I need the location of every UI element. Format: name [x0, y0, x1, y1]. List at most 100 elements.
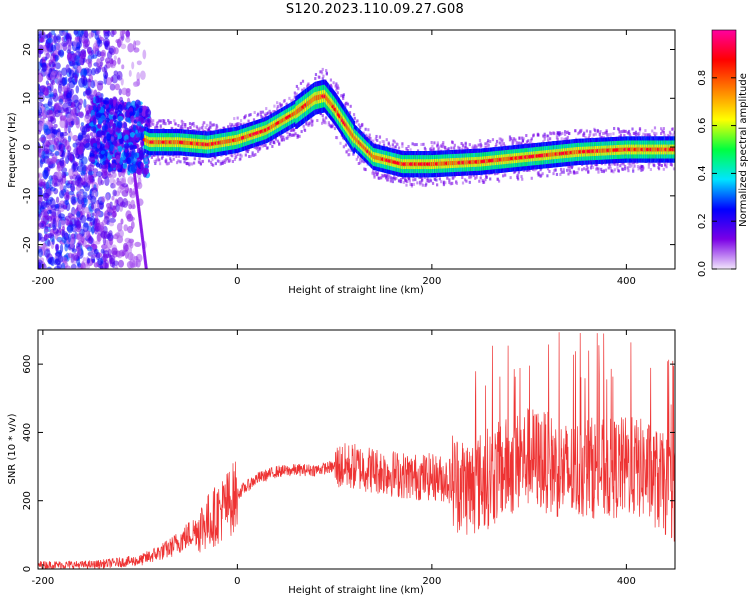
spectrogram-cell — [353, 116, 356, 120]
spectrogram-cell — [324, 121, 327, 125]
spectrogram-cell — [109, 237, 114, 246]
spectrogram-cell — [177, 123, 180, 127]
spectrogram-cell — [46, 266, 52, 269]
spectrogram-cell — [432, 147, 435, 151]
spectrogram-cell — [40, 36, 44, 43]
spectrogram-cell — [128, 216, 135, 222]
spectrogram-cell — [41, 62, 47, 73]
spectrogram-cell — [276, 105, 279, 109]
spectrogram-cell — [174, 122, 177, 126]
spectrogram-cell — [282, 138, 286, 142]
spectrogram-cell — [357, 123, 360, 127]
spectrogram-cell — [108, 47, 115, 54]
spectrogram-cell — [117, 103, 123, 113]
spectrogram-cell — [339, 141, 342, 145]
spectrogram-cell — [337, 86, 340, 90]
spectrogram-cell — [93, 89, 98, 97]
spectrogram-cell — [117, 120, 123, 129]
spectrogram-cell — [75, 120, 81, 129]
spectrogram-cell — [97, 232, 101, 242]
spectrogram-cell — [120, 218, 124, 225]
spectrogram-cell — [302, 124, 305, 128]
spectrogram-cell — [95, 154, 99, 160]
spectrogram-cell — [103, 31, 110, 39]
spectrogram-cell — [114, 83, 120, 91]
spectrogram-cell — [391, 143, 394, 147]
spectrogram-cell — [56, 75, 60, 86]
spectrogram-cell — [76, 182, 84, 188]
spectrogram-cell — [192, 124, 196, 128]
spectrogram-cell — [77, 146, 84, 155]
spectrogram-cell — [116, 70, 123, 81]
spectrogram-cell — [159, 126, 162, 130]
spectrogram-cell — [382, 140, 386, 144]
spectrogram-cell — [422, 142, 425, 146]
spectrogram-cell — [76, 211, 81, 218]
spectrogram-cell — [62, 204, 67, 210]
spectrogram-cell — [66, 52, 73, 62]
spectrogram-cell — [278, 142, 281, 146]
spectrogram-cell — [55, 62, 61, 70]
spectrogram-cell — [376, 171, 379, 175]
spectrogram-cell — [156, 125, 159, 129]
spectrogram-cell — [376, 138, 379, 142]
spectrogram-cell — [76, 42, 81, 51]
spectrogram-cell — [83, 198, 88, 206]
spectrogram-cell — [214, 162, 217, 166]
spectrogram-cell — [130, 221, 135, 230]
spectrogram-cell — [85, 58, 93, 65]
spectrogram-cell — [308, 121, 311, 125]
spectrogram-cell — [68, 219, 73, 226]
spectrogram-cell — [111, 171, 117, 178]
spectrogram-cell — [65, 189, 70, 199]
spectrogram-cell — [231, 154, 234, 158]
spectrogram-cell — [159, 119, 162, 123]
spectrogram-cell — [318, 75, 321, 79]
spectrogram-cell — [55, 196, 60, 204]
spectrogram-cell — [429, 179, 433, 183]
spectrogram-cell — [111, 195, 115, 201]
spectrogram-cell — [124, 134, 129, 140]
spectrogram-cell — [266, 146, 269, 150]
spectrogram-cell — [424, 148, 427, 152]
spectrogram-cell — [249, 113, 252, 117]
spectrogram-cell — [45, 181, 50, 190]
spectrogram-cell — [135, 253, 143, 263]
spectrogram-cell — [38, 61, 42, 71]
spectrogram-cell — [181, 126, 184, 130]
spectrogram-cell — [86, 257, 91, 264]
spectrogram-cell — [431, 181, 435, 185]
spectrogram-cell — [67, 180, 74, 185]
spectrogram-cell — [298, 134, 301, 138]
spectrogram-cell — [42, 169, 49, 179]
spectrogram-cell — [106, 133, 112, 142]
spectrogram-cell — [121, 87, 128, 96]
spectrogram-cell — [68, 168, 74, 179]
spectrogram-cell — [164, 122, 167, 126]
spectrogram-cell — [44, 202, 50, 208]
spectrogram-cell — [378, 141, 382, 145]
spectrogram-cell — [80, 122, 85, 127]
spectrogram-cell — [112, 122, 116, 130]
spectrogram-cell — [58, 92, 64, 100]
spectrogram-cell — [84, 115, 90, 123]
spectrogram-cell — [138, 146, 144, 154]
spectrogram-cell — [91, 145, 96, 154]
spectrogram-cell — [368, 133, 371, 137]
spectrogram-cell — [52, 92, 59, 103]
spectrogram-cell — [55, 219, 60, 228]
spectrogram-cell — [236, 153, 239, 157]
spectrogram-cell — [112, 115, 117, 120]
spectrogram-cell — [314, 73, 318, 77]
spectrogram-cell — [133, 81, 141, 87]
spectrogram-cell — [359, 161, 362, 165]
spectrogram-cell — [89, 132, 94, 137]
spectrogram-cell — [108, 217, 116, 224]
spectrogram-cell — [83, 98, 87, 108]
spectrogram-cell — [95, 95, 100, 104]
spectrogram-cell — [132, 124, 137, 132]
spectrogram-cell — [49, 187, 56, 192]
spectrogram-cell — [57, 83, 63, 94]
spectrogram-cell — [96, 82, 104, 91]
